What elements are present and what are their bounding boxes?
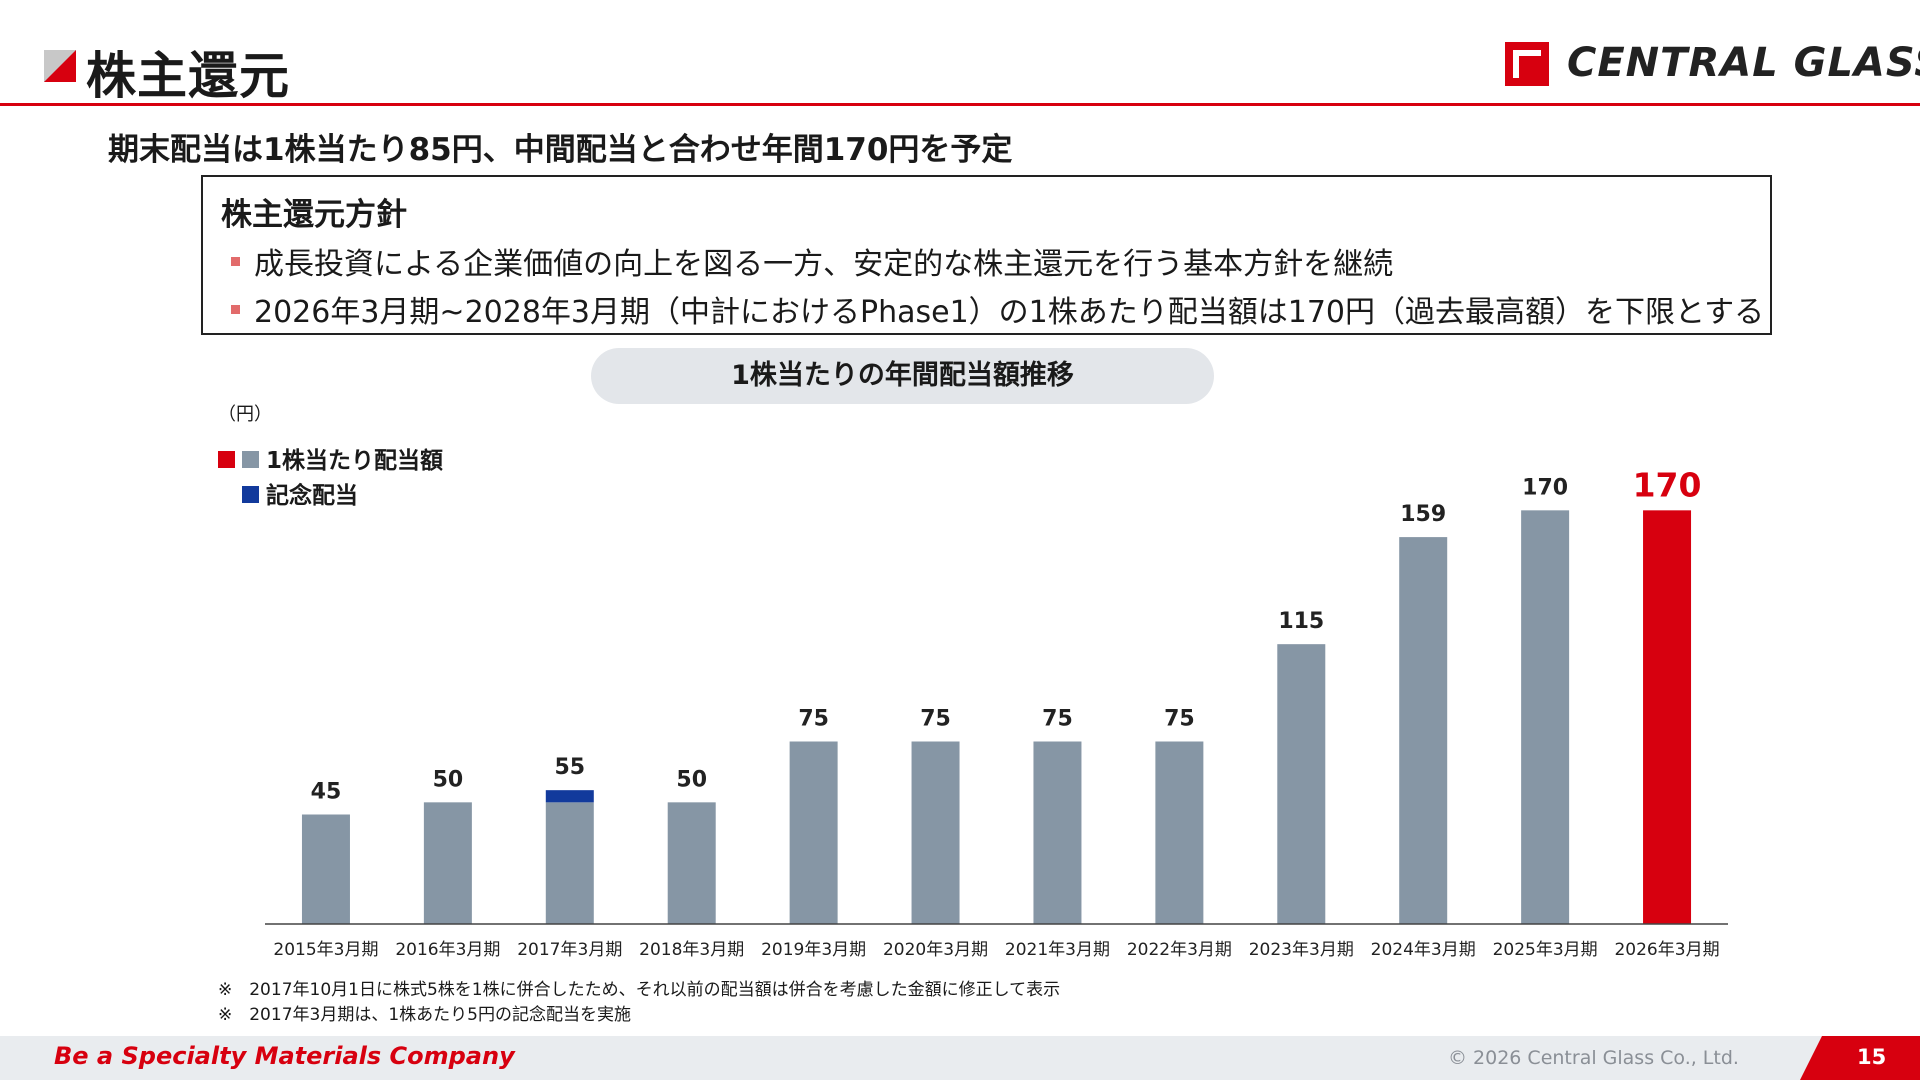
page-title: 株主還元 [86, 47, 290, 105]
legend-label: 1株当たり配当額 [266, 448, 444, 474]
slide-subtitle: 期末配当は1株当たり85円、中間配当と合わせ年間170円を予定 [108, 132, 1013, 168]
x-tick-label: 2021年3月期 [1005, 940, 1110, 960]
chart-title: 1株当たりの年間配当額推移 [591, 348, 1214, 404]
data-label: 75 [920, 707, 951, 732]
dividend-bar-chart: 45 2015年3月期 50 2016年3月期 55 2017年3月期 50 2018年3月期… [265, 465, 1728, 960]
legend-item-commemorative: 記念配当 [242, 476, 358, 510]
bar [789, 741, 838, 924]
policy-item-text: 2026年3月期~2028年3月期（中計におけるPhase1）の1株あたり配当額… [254, 295, 1765, 330]
bar [1155, 741, 1204, 924]
data-label: 50 [676, 767, 707, 792]
bullet-icon [231, 257, 240, 266]
data-label: 55 [554, 755, 585, 780]
policy-item: 成長投資による企業価値の向上を図る一方、安定的な株主還元を行う基本方針を継続 [231, 239, 1393, 283]
x-tick-label: 2023年3月期 [1249, 940, 1354, 960]
company-logo: CENTRAL GLASS [1505, 40, 1920, 88]
x-tick-label: 2024年3月期 [1371, 940, 1476, 960]
footer: Be a Specialty Materials Company © 2026 … [0, 1036, 1920, 1080]
data-label: 75 [798, 707, 829, 732]
data-label: 75 [1164, 707, 1195, 732]
policy-item: 2026年3月期~2028年3月期（中計におけるPhase1）の1株あたり配当額… [231, 287, 1764, 331]
bar [545, 802, 594, 924]
bar [1399, 537, 1448, 924]
bar [1643, 510, 1692, 924]
x-tick-label: 2020年3月期 [883, 940, 988, 960]
x-tick-label: 2016年3月期 [395, 940, 500, 960]
data-label: 75 [1042, 707, 1073, 732]
header-divider [0, 103, 1920, 106]
data-label: 159 [1400, 502, 1446, 527]
page-number: 15 [1857, 1045, 1887, 1069]
footnotes: ※ 2017年10月1日に株式5株を1株に併合したため、それ以前の配当額は併合を… [218, 978, 1060, 1028]
logo-mark-icon [1505, 42, 1549, 86]
legend-swatch-red [218, 451, 235, 468]
chart-unit-label: （円） [218, 404, 272, 425]
bar [423, 802, 472, 924]
x-tick-label: 2019年3月期 [761, 940, 866, 960]
header: 株主還元 CENTRAL GLASS [0, 0, 1920, 106]
data-label: 170 [1633, 465, 1702, 504]
bar [1277, 644, 1326, 924]
policy-item-text: 成長投資による企業価値の向上を図る一方、安定的な株主還元を行う基本方針を継続 [254, 247, 1394, 282]
data-label: 50 [433, 767, 464, 792]
bar [667, 802, 716, 924]
policy-heading: 株主還元方針 [221, 197, 407, 233]
legend-label: 記念配当 [266, 483, 358, 509]
legend-item-dividend: 1株当たり配当額 [218, 441, 443, 475]
x-tick-label: 2015年3月期 [273, 940, 378, 960]
footer-copyright: © 2026 Central Glass Co., Ltd. [1448, 1047, 1739, 1069]
policy-box: 株主還元方針 成長投資による企業価値の向上を図る一方、安定的な株主還元を行う基本… [201, 175, 1772, 335]
footnote: ※ 2017年3月期は、1株あたり5円の記念配当を実施 [218, 1005, 631, 1025]
bar [1521, 510, 1570, 924]
footnote: ※ 2017年10月1日に株式5株を1株に併合したため、それ以前の配当額は併合を… [218, 980, 1061, 1000]
logo-text: CENTRAL GLASS [1567, 40, 1920, 86]
x-tick-label: 2017年3月期 [517, 940, 622, 960]
title-triangle-icon [44, 50, 76, 82]
bar [301, 814, 350, 924]
bar [911, 741, 960, 924]
legend-swatch-blue [242, 486, 259, 503]
x-tick-label: 2018年3月期 [639, 940, 744, 960]
x-tick-label: 2026年3月期 [1614, 940, 1719, 960]
bar [1033, 741, 1082, 924]
x-tick-label: 2025年3月期 [1493, 940, 1598, 960]
data-label: 170 [1522, 475, 1568, 500]
bar-commemorative [545, 790, 594, 803]
x-tick-label: 2022年3月期 [1127, 940, 1232, 960]
data-label: 45 [311, 780, 342, 805]
data-label: 115 [1278, 609, 1324, 634]
page-number-badge [1800, 1036, 1920, 1080]
footer-tagline: Be a Specialty Materials Company [54, 1042, 515, 1070]
legend-swatch-gray [242, 451, 259, 468]
bullet-icon [231, 305, 240, 314]
